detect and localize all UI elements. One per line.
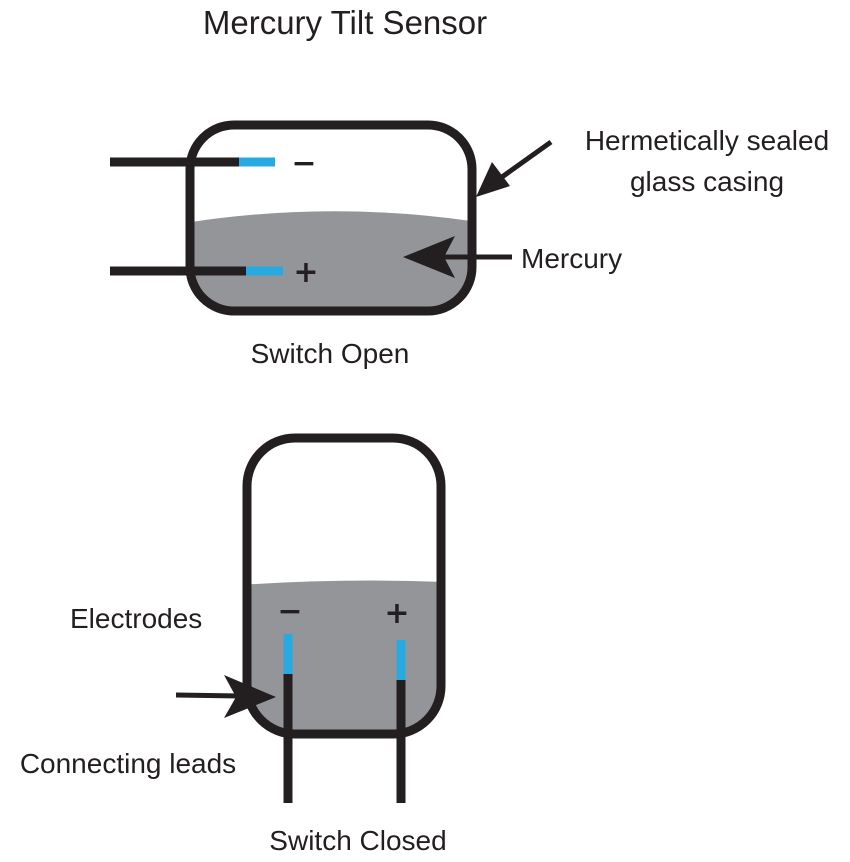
- casing-label-line1: Hermetically sealed: [585, 125, 829, 156]
- casing-label-line2: glass casing: [630, 166, 784, 197]
- mercury-arrow: [403, 236, 512, 278]
- switch-closed-label: Switch Closed: [269, 825, 446, 856]
- mercury-label: Mercury: [521, 243, 622, 274]
- glass-casing-closed: [242, 433, 446, 739]
- switch-open-label: Switch Open: [251, 338, 410, 369]
- negative-sign-closed: −: [277, 594, 302, 629]
- positive-sign-closed: +: [384, 596, 409, 631]
- switch-open-sensor: − +: [110, 120, 477, 316]
- diagram-title: Mercury Tilt Sensor: [203, 4, 487, 41]
- leads-arrow: [175, 675, 276, 718]
- mercury-pool-closed: [247, 580, 441, 734]
- switch-closed-sensor: − +: [242, 433, 446, 803]
- positive-sign-open: +: [293, 255, 318, 290]
- negative-sign-open: −: [291, 146, 316, 181]
- casing-arrow: [476, 139, 553, 197]
- electrodes-label: Electrodes: [70, 603, 202, 634]
- connecting-leads-label: Connecting leads: [20, 748, 236, 779]
- mercury-pool-open: [190, 211, 472, 311]
- glass-casing-open: [185, 120, 477, 316]
